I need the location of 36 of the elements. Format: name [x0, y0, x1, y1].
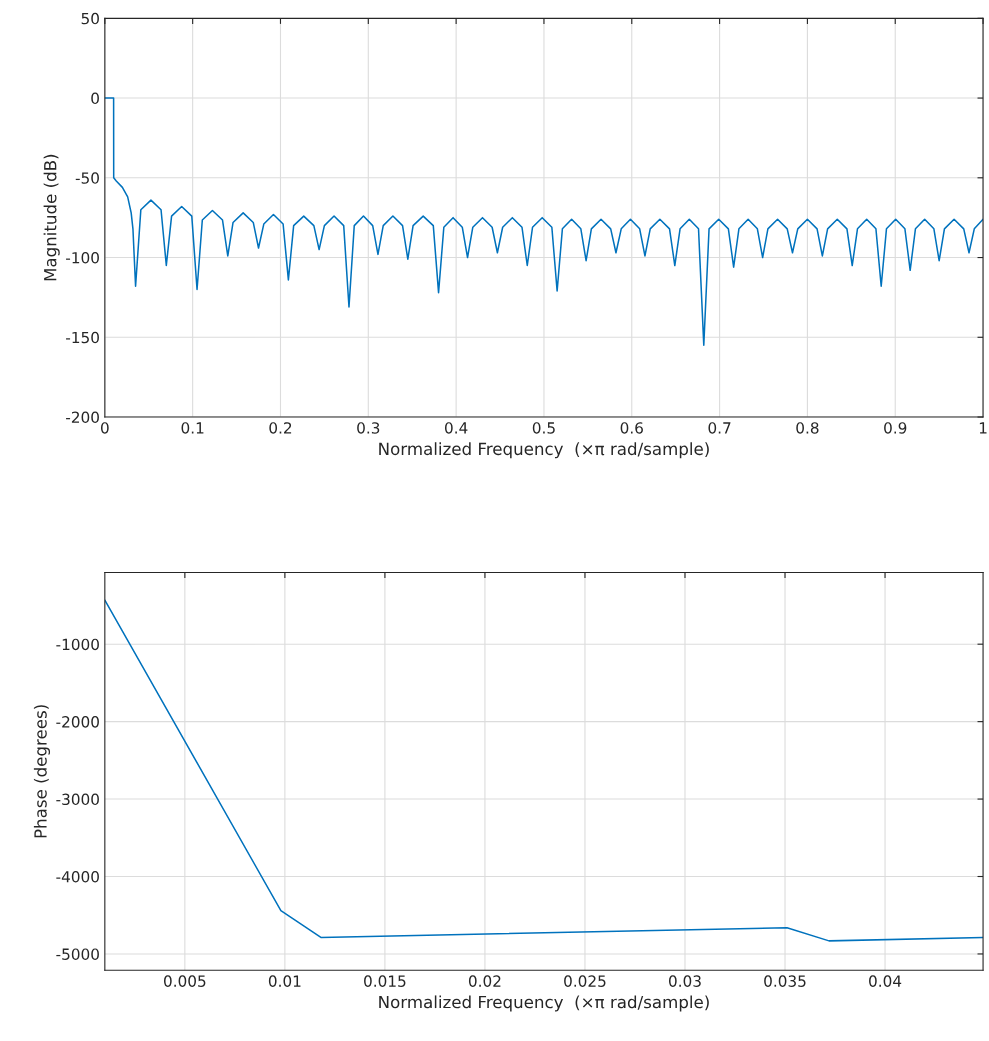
x-tick-label: 1: [979, 422, 987, 434]
x-tick-label: 0.9: [884, 422, 907, 434]
y-tick-label: -3000: [56, 793, 99, 806]
y-tick-label: -5000: [56, 948, 99, 960]
y-tick-label: 50: [81, 12, 99, 25]
y-tick-label: -100: [66, 252, 99, 264]
x-tick-label: 0.02: [468, 975, 501, 987]
y-tick-label: -150: [66, 331, 99, 344]
x-tick-label: 0.7: [708, 422, 731, 434]
x-axis-title: Normalized Frequency (×π rad/sample): [379, 995, 709, 1012]
line-series: [104, 97, 984, 347]
x-tick-label: 0.035: [764, 975, 806, 987]
x-tick-label: 0.03: [668, 975, 701, 987]
x-tick-label: 0.04: [869, 975, 902, 987]
y-tick-label: -2000: [56, 716, 99, 728]
y-tick-label: -1000: [56, 638, 99, 651]
line-series: [104, 599, 984, 942]
x-tick-label: 0.8: [796, 422, 819, 434]
y-axis-title: Magnitude (dB): [43, 154, 60, 281]
x-tick-label: 0.025: [564, 975, 606, 987]
y-tick-label: -50: [75, 172, 99, 184]
y-tick-label: -4000: [56, 870, 99, 883]
x-tick-label: 0.4: [444, 422, 468, 434]
x-tick-label: 0.015: [364, 975, 406, 987]
x-tick-label: 0.5: [532, 422, 555, 434]
x-tick-label: 0: [100, 422, 109, 434]
x-tick-label: 0.2: [269, 422, 292, 434]
y-tick-label: 0: [91, 92, 99, 105]
x-tick-label: 0.01: [268, 975, 301, 987]
y-tick-label: -200: [66, 411, 99, 424]
x-tick-label: 0.3: [357, 422, 380, 434]
x-tick-label: 0.005: [163, 975, 206, 987]
y-axis-title: Phase (degrees): [33, 705, 51, 838]
x-axis-title: Normalized Frequency (×π rad/sample): [379, 442, 709, 459]
x-tick-label: 0.1: [181, 422, 204, 434]
x-tick-label: 0.6: [620, 422, 643, 434]
